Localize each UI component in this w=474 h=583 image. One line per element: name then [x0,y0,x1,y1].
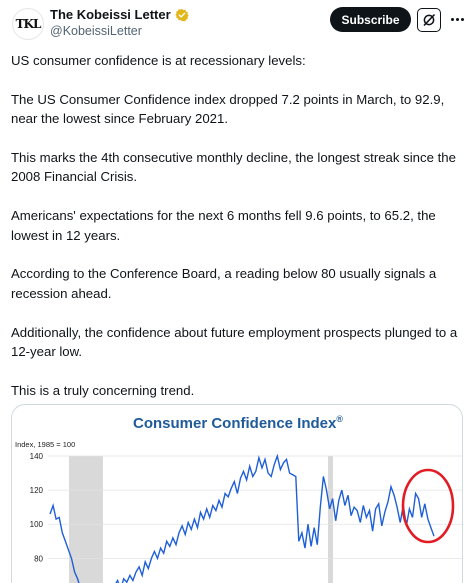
consumer-confidence-chart: Consumer Confidence Index® Index, 1985 =… [15,414,462,583]
chart-title-mark: ® [336,414,343,424]
chart-title: Consumer Confidence Index® [133,414,343,432]
tweet-text: US consumer confidence is at recessionar… [11,51,471,420]
tweet-paragraph: The US Consumer Confidence index dropped… [11,91,445,127]
y-tick-label: 80 [34,554,43,563]
avatar[interactable]: TKL [12,8,44,40]
subscribe-button[interactable]: Subscribe [330,7,411,32]
series-line [49,453,435,583]
verified-badge-icon [174,8,189,21]
tweet-paragraph: According to the Conference Board, a rea… [11,266,437,301]
tweet-header: TKL The Kobeissi Letter @KobeissiLetter … [0,0,474,46]
more-dot [460,17,464,21]
tweet-paragraph: US consumer confidence is at recessionar… [11,53,306,68]
author-handle[interactable]: @KobeissiLetter [50,24,142,38]
grok-icon[interactable] [417,8,441,32]
recession-shading [69,456,103,583]
tweet-paragraph: This marks the 4th consecutive monthly d… [11,150,456,185]
tweet-paragraph: This is a truly concerning trend. [11,382,195,398]
grid-layer [48,455,462,559]
author-display-name[interactable]: The Kobeissi Letter [50,7,171,22]
tick-label-layer: 1401201008060 [30,452,44,563]
y-tick-label: 100 [30,520,44,529]
tweet-paragraph: Americans' expectations for the next 6 m… [11,208,436,243]
recession-shading-layer [69,456,333,583]
more-icon[interactable] [449,11,465,27]
grok-glyph-icon [423,13,436,27]
tweet-paragraph: Additionally, the confidence about futur… [11,324,458,360]
more-dot [455,17,459,21]
recession-shading [328,456,333,583]
y-tick-label: 140 [30,452,44,461]
highlight-circle [401,468,455,544]
y-tick-label: 120 [30,486,44,495]
chart-title-text: Consumer Confidence Index [133,415,337,432]
tweet-media-chart[interactable]: Consumer Confidence Index® Index, 1985 =… [11,404,463,583]
more-dot [450,17,454,21]
chart-y-axis-label: Index, 1985 = 100 [15,440,75,449]
author-name-row[interactable]: The Kobeissi Letter [50,7,189,22]
